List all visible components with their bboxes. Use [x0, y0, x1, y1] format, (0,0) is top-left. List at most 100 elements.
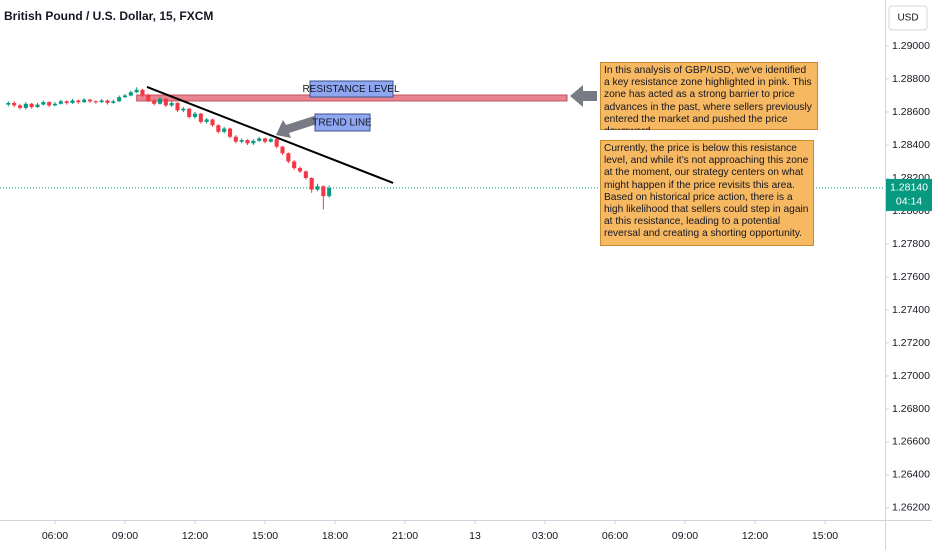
x-tick-label: 15:00	[812, 530, 838, 542]
candle-body	[87, 99, 93, 102]
candle-body	[251, 140, 256, 144]
countdown: 04:14	[896, 196, 922, 208]
x-tick-label: 21:00	[392, 530, 418, 542]
candle-body	[169, 102, 174, 106]
y-tick-label: 1.27400	[892, 304, 930, 316]
y-tick-label: 1.28400	[892, 139, 930, 151]
candle-body	[99, 100, 104, 103]
candle-body	[122, 95, 128, 98]
candle-body	[297, 168, 303, 172]
arrow	[570, 85, 597, 107]
y-tick-label: 1.26200	[892, 502, 930, 514]
candle-body	[6, 102, 11, 105]
candle-body	[210, 119, 215, 126]
x-tick-label: 03:00	[532, 530, 558, 542]
y-tick-label: 1.29000	[892, 40, 930, 52]
currency-button[interactable]	[888, 5, 928, 31]
candle-body	[233, 136, 238, 142]
candle-body	[12, 102, 17, 106]
y-tick-label: 1.26600	[892, 436, 930, 448]
x-tick-label: 18:00	[322, 530, 348, 542]
x-tick-label: 09:00	[112, 530, 138, 542]
x-tick-label: 06:00	[602, 530, 628, 542]
candle-body	[105, 100, 110, 103]
candle-body	[52, 103, 58, 106]
x-tick-label: 06:00	[42, 530, 68, 542]
candle-body	[309, 178, 314, 190]
candle-body	[268, 139, 273, 142]
x-tick-label: 12:00	[182, 530, 208, 542]
candle-body	[64, 101, 69, 103]
plot	[0, 86, 885, 210]
x-tick-label: 15:00	[252, 530, 278, 542]
candle-body	[76, 100, 81, 103]
candle-body	[93, 101, 98, 103]
candle-body	[222, 128, 227, 132]
candle-body	[216, 125, 221, 132]
y-tick-label: 1.27200	[892, 337, 930, 349]
candle-body	[262, 138, 268, 142]
candle-body	[163, 98, 168, 106]
candle-body	[227, 128, 233, 137]
candle-body	[187, 108, 192, 117]
chart-title: British Pound / U.S. Dollar, 15, FXCM	[4, 9, 213, 23]
x-tick-label: 09:00	[672, 530, 698, 542]
note-2: Currently, the price is below this resis…	[600, 140, 814, 246]
price-tag-label: 1.28140	[890, 182, 928, 194]
resistance-label-box	[309, 80, 394, 98]
y-tick-label: 1.26400	[892, 469, 930, 481]
candle-body	[192, 113, 198, 117]
price-tag	[886, 178, 932, 211]
candle-body	[157, 98, 163, 104]
candle-body	[292, 161, 297, 169]
candle-body	[117, 97, 122, 102]
note-box: In this analysis of GBP/USD, we’ve ident…	[600, 62, 818, 130]
y-tick-label: 1.28800	[892, 73, 930, 85]
candle-body	[29, 103, 34, 108]
x-tick-label: 13	[469, 530, 481, 542]
trend-line	[146, 86, 394, 184]
y-tick-label: 1.27000	[892, 370, 930, 382]
candle-body	[128, 92, 133, 96]
candle-body	[140, 89, 145, 96]
candle-body	[23, 103, 28, 108]
candle-body	[239, 140, 244, 142]
candle-body	[274, 139, 279, 147]
y-tick-label: 1.28600	[892, 106, 930, 118]
candle-body	[286, 153, 291, 162]
arrow	[276, 116, 317, 138]
y-tick-label: 1.27600	[892, 271, 930, 283]
candle-body	[327, 187, 332, 197]
candle-body	[41, 102, 46, 105]
candle-body	[315, 186, 320, 190]
trend-label: TREND LINE	[312, 118, 372, 129]
candle-body	[175, 102, 180, 111]
candle-body	[35, 104, 40, 108]
candle-body	[70, 100, 75, 103]
candle-body	[58, 101, 63, 104]
candle-body	[321, 186, 326, 197]
candle-body	[111, 101, 116, 103]
candle-body	[280, 146, 285, 154]
resistance-label: RESISTANCE LEVEL	[302, 84, 400, 95]
x-tick-label: 12:00	[742, 530, 768, 542]
candle-body	[198, 113, 203, 122]
note-1: In this analysis of GBP/USD, we’ve ident…	[600, 62, 818, 130]
currency: USD	[897, 13, 918, 24]
candle-body	[204, 119, 209, 122]
candle-body	[257, 138, 262, 141]
candle-body	[152, 100, 157, 104]
y-tick-label: 1.26800	[892, 403, 930, 415]
candle-body	[146, 95, 151, 101]
candle-body	[82, 99, 87, 103]
candle-body	[181, 108, 186, 111]
trend-label-box	[314, 113, 371, 132]
candle-body	[245, 140, 250, 144]
candle-body	[17, 105, 23, 108]
y-tick-label: 1.27800	[892, 238, 930, 250]
candle-body	[47, 102, 52, 106]
note-box: Currently, the price is below this resis…	[600, 140, 814, 246]
candle-body	[303, 171, 308, 179]
candle-body	[134, 89, 139, 93]
